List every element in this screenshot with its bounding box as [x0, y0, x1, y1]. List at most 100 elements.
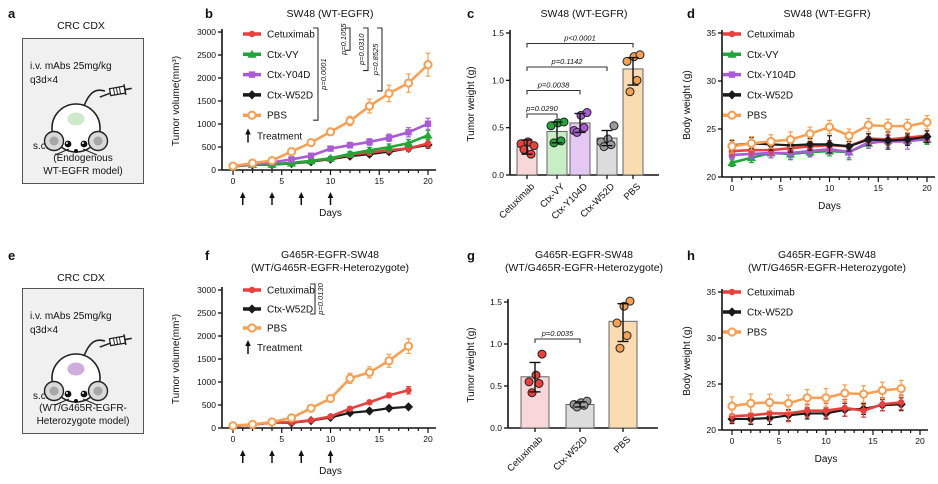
eye-glint [82, 392, 84, 394]
svg-text:1.5: 1.5 [492, 28, 504, 38]
x-axis-label: Days [319, 466, 342, 477]
series-PBS [228, 52, 433, 171]
svg-text:20: 20 [423, 176, 433, 186]
svg-text:0: 0 [211, 423, 216, 433]
panel-letter-f: f [205, 248, 210, 263]
mouse-syringe-illustration [43, 84, 132, 156]
svg-text:2000: 2000 [197, 73, 216, 83]
legend-label: Ctx-W52D [267, 90, 313, 101]
chart-title-h: G465R-EGFR-SW48 [777, 249, 877, 261]
chart-title-g: G465R-EGFR-SW48 [534, 249, 634, 261]
svg-text:15: 15 [375, 434, 385, 444]
svg-text:0: 0 [231, 176, 236, 186]
chart-c-tumor-weight: 0.0 0.5 1.0 1.5 Tumor weight (g) Cetuximab Ctx… [466, 28, 659, 222]
svg-text:20: 20 [707, 172, 717, 182]
syringe-icon [99, 334, 132, 348]
svg-text:2500: 2500 [197, 308, 216, 318]
bar-PBS: PBS [622, 50, 645, 203]
mouse-eye-left [64, 140, 72, 148]
treatment-arrows [239, 450, 334, 463]
mouse-syringe-illustration [43, 334, 132, 406]
panel-letter-e: e [8, 248, 16, 263]
category-label: PBS [612, 434, 633, 455]
category-label: Cetuximab [505, 434, 545, 474]
dose-schedule-text: q3d×4 [30, 75, 59, 86]
svg-text:10: 10 [825, 183, 835, 193]
legend: Cetuximab Ctx-VY Ctx-Y04D Ctx-W52D PBS Treatm… [243, 23, 383, 143]
legend-label: Ctx-W52D [267, 305, 313, 316]
model-title: CRC CDX [57, 20, 105, 32]
axes: 0 500 1000 1500 2000 2500 3000 Tumor volume(mm³… [172, 27, 436, 175]
model-name-line1: (Endogenous [53, 153, 113, 164]
mouse-tail [83, 89, 106, 107]
svg-text:15: 15 [868, 436, 878, 446]
y-axis-label: Tumor weight (g) [466, 327, 477, 402]
svg-text:5: 5 [778, 183, 783, 193]
treatment-legend-label: Treatment [257, 132, 302, 143]
legend-label: PBS [267, 324, 287, 335]
dose-schedule-text: q3d×4 [30, 325, 59, 336]
svg-text:25: 25 [707, 124, 717, 134]
svg-text:20: 20 [423, 434, 433, 444]
p-value-label: p=0.0290 [525, 104, 558, 113]
y-axis-label: Tumor volume(mm³) [172, 56, 182, 146]
svg-text:30: 30 [707, 76, 717, 86]
treatment-legend-label: Treatment [257, 343, 302, 354]
legend-label: PBS [747, 328, 767, 339]
tumor-spot [67, 362, 85, 376]
p-value-label: p=0.1142 [551, 57, 584, 66]
syringe-icon [99, 84, 132, 98]
panel-a-schematic: CRC CDX i.v. mAbs 25mg/kg q3d×4 [0, 0, 172, 242]
svg-text:3000: 3000 [197, 285, 216, 295]
series-PBS [727, 114, 932, 154]
svg-text:5: 5 [279, 176, 284, 186]
svg-text:0: 0 [231, 434, 236, 444]
eye-glint [82, 142, 84, 144]
mouse-nose [74, 399, 78, 403]
legend-label: Ctx-Y104D [747, 70, 796, 81]
legend-label: Cetuximab [747, 288, 795, 299]
p-value-label: p=0.0038 [537, 81, 570, 90]
chart-h-body-weight: 20 25 30 35 Body weight (g) 0 5 10 15 20 Days Cetux… [682, 287, 928, 465]
svg-text:5: 5 [777, 436, 782, 446]
svg-text:25: 25 [707, 379, 717, 389]
x-axis-label: Days [319, 208, 342, 219]
svg-text:500: 500 [202, 400, 216, 410]
svg-text:0.5: 0.5 [492, 123, 504, 133]
category-label: Ctx-W52D [551, 434, 590, 473]
dose-text: i.v. mAbs 25mg/kg [30, 311, 112, 322]
svg-text:20: 20 [922, 183, 932, 193]
x-axis-label: Days [815, 454, 838, 465]
mouse-eye-left [64, 390, 72, 398]
chart-subtitle-g: (WT/G465R-EGFR-Heterozygote) [504, 262, 664, 274]
mouse-ear-right-inner [93, 386, 103, 396]
p-value-bracket: p<0.0001 [526, 34, 634, 48]
svg-text:0: 0 [211, 165, 216, 175]
svg-text:1000: 1000 [197, 119, 216, 129]
svg-text:35: 35 [707, 287, 717, 297]
svg-text:500: 500 [202, 142, 216, 152]
svg-text:10: 10 [821, 436, 831, 446]
p-value-label: p=0.1055 [339, 23, 348, 56]
svg-text:1.5: 1.5 [490, 297, 502, 307]
sc-label: s.c. [33, 391, 49, 402]
chart-d-body-weight: 20 25 30 35 Body weight (g) 0 5 10 15 20 Days Cetux… [682, 28, 935, 212]
axes: 20 25 30 35 Body weight (g) [682, 28, 935, 182]
svg-text:1500: 1500 [197, 96, 216, 106]
svg-text:0.0: 0.0 [492, 170, 504, 180]
legend-label: Ctx-Y04D [267, 70, 310, 81]
eye-glint [66, 392, 68, 394]
p-value-label: p=0.0001 [319, 58, 328, 91]
mouse-nose [74, 149, 78, 153]
mouse-eye-right [80, 390, 88, 398]
legend-label: Ctx-VY [747, 50, 779, 61]
x-axis: 0 5 10 15 20 Days [730, 177, 932, 212]
x-axis-label: Days [818, 201, 841, 212]
series-PBS [727, 379, 906, 416]
mouse-whisker [82, 148, 98, 156]
mouse-whisker [54, 398, 70, 406]
axes: 0 500 1000 1500 2000 2500 3000 Tumor volume(mm³… [172, 285, 436, 433]
legend-label: PBS [747, 111, 767, 122]
legend: Cetuximab Ctx-W52D PBS Treatment p=0.0130 [243, 282, 325, 354]
chart-title-f: G465R-EGFR-SW48 [280, 249, 380, 261]
